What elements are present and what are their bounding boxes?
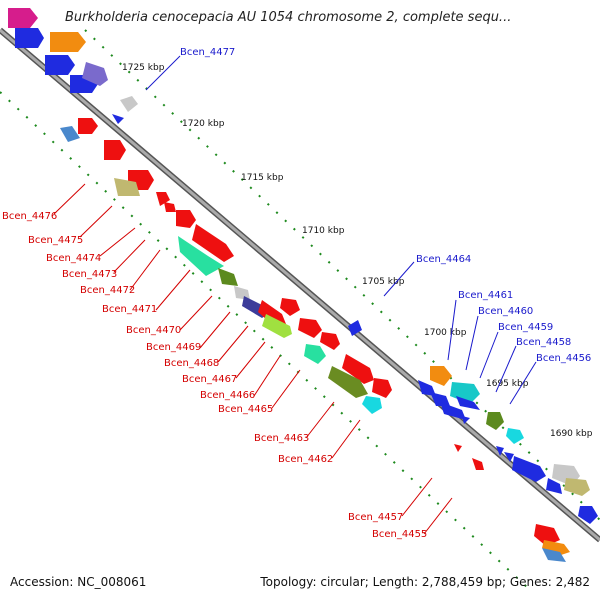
ruler-tick-lines	[0, 29, 600, 591]
gene-arrow	[298, 318, 322, 338]
gene-arrow	[78, 118, 98, 134]
gene-arrow	[362, 396, 382, 414]
gene-arrow	[112, 114, 124, 124]
gene-arrow	[234, 286, 250, 300]
gene-arrow	[486, 412, 504, 430]
gene-label: Bcen_4459	[498, 322, 553, 333]
gene-label: Bcen_4477	[180, 47, 235, 58]
gene-label: Bcen_4465	[218, 404, 273, 415]
red-gene-labels: Bcen_4476 Bcen_4475 Bcen_4474 Bcen_4473 …	[2, 211, 427, 540]
gene-arrow	[304, 344, 326, 364]
gene-arrow	[418, 380, 436, 396]
gene-arrow	[176, 210, 196, 228]
gene-label: Bcen_4475	[28, 235, 83, 246]
gene-label: Bcen_4455	[372, 529, 427, 540]
kbp-labels: 1725 kbp 1720 kbp 1715 kbp 1710 kbp 1705…	[122, 63, 593, 439]
kbp-label: 1700 kbp	[424, 328, 467, 338]
kbp-label: 1725 kbp	[122, 63, 165, 73]
gene-arrow	[218, 268, 238, 286]
gene-arrow	[534, 524, 560, 546]
gene-arrow	[542, 548, 566, 562]
red-leader-lines	[53, 183, 453, 535]
gene-arrow	[156, 192, 170, 206]
kbp-label: 1695 kbp	[486, 379, 529, 389]
gene-label: Bcen_4468	[164, 358, 219, 369]
gene-arrow	[462, 416, 470, 424]
gene-arrow	[104, 140, 126, 160]
blue-gene-labels: Bcen_4477 Bcen_4464 Bcen_4461 Bcen_4460 …	[180, 47, 591, 364]
gene-arrow	[578, 506, 598, 524]
gene-arrow	[504, 452, 514, 462]
gene-label: Bcen_4473	[62, 269, 117, 280]
gene-arrow	[82, 62, 108, 86]
gene-label: Bcen_4466	[200, 390, 255, 401]
gene-arrow	[564, 478, 590, 496]
gene-label: Bcen_4474	[46, 253, 101, 264]
gene-arrow	[50, 32, 86, 52]
kbp-label: 1715 kbp	[241, 173, 284, 183]
gene-label: Bcen_4456	[536, 353, 591, 364]
gene-label: Bcen_4460	[478, 306, 533, 317]
kbp-label: 1705 kbp	[362, 277, 405, 287]
gene-label: Bcen_4472	[80, 285, 135, 296]
gene-arrow	[15, 28, 44, 48]
gene-arrow	[430, 366, 452, 386]
gene-label: Bcen_4470	[126, 325, 181, 336]
gene-arrow	[456, 396, 480, 410]
gene-label: Bcen_4464	[416, 254, 471, 265]
kbp-label: 1710 kbp	[302, 226, 345, 236]
map-title: Burkholderia cenocepacia AU 1054 chromos…	[65, 10, 512, 25]
gene-arrow	[542, 540, 570, 556]
gene-arrow	[430, 392, 450, 406]
gene-arrow	[164, 202, 176, 212]
gene-arrow	[342, 354, 374, 384]
gene-arrows	[8, 8, 392, 414]
gene-arrow	[328, 366, 368, 398]
gene-label: Bcen_4469	[146, 342, 201, 353]
gene-arrow	[546, 478, 562, 494]
blue-leader-lines	[145, 55, 537, 405]
gene-label: Bcen_4458	[516, 337, 571, 348]
gene-label: Bcen_4461	[458, 290, 513, 301]
gene-arrow	[348, 320, 362, 336]
gene-label: Bcen_4467	[182, 374, 237, 385]
gene-arrow	[280, 298, 300, 316]
gene-arrow	[454, 444, 462, 452]
gene-arrow	[192, 224, 234, 262]
gene-arrow	[320, 332, 340, 350]
gene-arrow	[262, 314, 292, 338]
gene-arrow	[506, 428, 524, 444]
gene-label: Bcen_4476	[2, 211, 57, 222]
gene-arrow	[45, 55, 75, 75]
gene-label: Bcen_4463	[254, 433, 309, 444]
gene-label: Bcen_4457	[348, 512, 403, 523]
kbp-label: 1720 kbp	[182, 119, 225, 129]
gene-arrow	[8, 8, 38, 28]
gene-arrow	[512, 456, 546, 482]
gene-arrow	[114, 178, 140, 196]
gene-arrow	[178, 236, 224, 276]
gene-label: Bcen_4471	[102, 304, 157, 315]
gene-arrow	[472, 458, 484, 470]
gene-arrows-right	[418, 366, 598, 562]
gene-arrow	[120, 96, 138, 112]
gene-arrow	[440, 402, 466, 420]
gene-arrow	[60, 126, 80, 142]
kbp-label: 1690 kbp	[550, 429, 593, 439]
topology-text: Topology: circular; Length: 2,788,459 bp…	[260, 575, 590, 589]
gene-arrow	[496, 446, 504, 456]
gene-arrow	[372, 378, 392, 398]
accession-text: Accession: NC_008061	[10, 575, 147, 589]
gene-label: Bcen_4462	[278, 454, 333, 465]
